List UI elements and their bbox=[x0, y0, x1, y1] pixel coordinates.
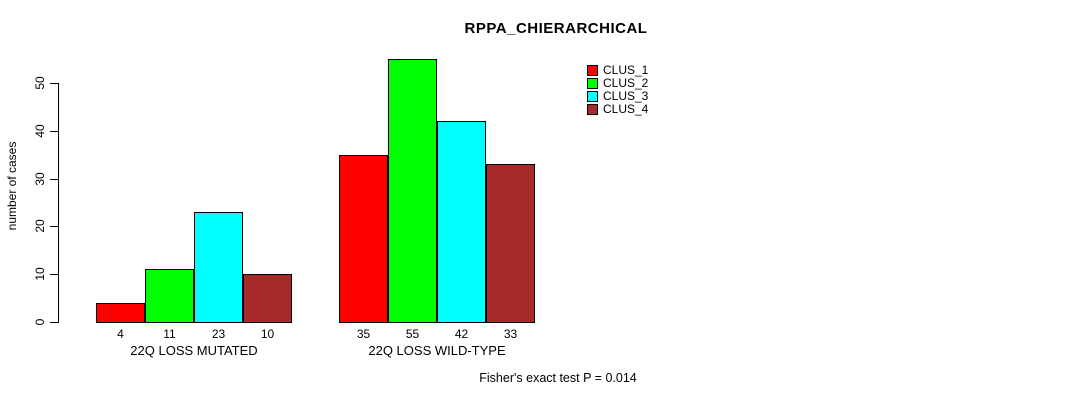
legend-label: CLUS_3 bbox=[603, 89, 649, 103]
legend-swatch-icon bbox=[587, 91, 598, 102]
y-axis-title: number of cases bbox=[5, 141, 19, 231]
y-tick-label: 10 bbox=[33, 267, 47, 281]
legend-label: CLUS_1 bbox=[603, 63, 649, 77]
legend-item-clus_1: CLUS_1 bbox=[587, 64, 648, 77]
y-tick-label: 30 bbox=[33, 172, 47, 186]
bar-value-label: 35 bbox=[356, 327, 371, 341]
y-tick-mark bbox=[50, 274, 58, 275]
bar-clus_2-group2 bbox=[388, 59, 437, 323]
legend-label: CLUS_4 bbox=[603, 102, 649, 116]
bar-value-label: 10 bbox=[260, 327, 275, 341]
group-label: 22Q LOSS WILD-TYPE bbox=[368, 343, 506, 358]
y-tick-mark bbox=[50, 179, 58, 180]
group-label: 22Q LOSS MUTATED bbox=[130, 343, 258, 358]
y-tick-label: 0 bbox=[33, 318, 47, 326]
legend-swatch-icon bbox=[587, 65, 598, 76]
bar-value-label: 4 bbox=[117, 327, 124, 341]
bar-value-label: 33 bbox=[503, 327, 518, 341]
legend-item-clus_3: CLUS_3 bbox=[587, 90, 648, 103]
bar-value-label: 42 bbox=[454, 327, 469, 341]
legend-label: CLUS_2 bbox=[603, 76, 649, 90]
bar-clus_2-group1 bbox=[145, 269, 194, 323]
legend-item-clus_4: CLUS_4 bbox=[587, 103, 648, 116]
y-tick-mark bbox=[50, 322, 58, 323]
legend-swatch-icon bbox=[587, 104, 598, 115]
annotation-text: Fisher's exact test P = 0.014 bbox=[479, 371, 637, 385]
legend: CLUS_1 CLUS_2 CLUS_3 CLUS_4 bbox=[587, 64, 648, 116]
bar-clus_3-group1 bbox=[194, 212, 243, 323]
y-axis-line bbox=[58, 83, 59, 323]
bar-clus_4-group1 bbox=[243, 274, 292, 323]
bar-clus_1-group1 bbox=[96, 303, 145, 323]
y-tick-label: 50 bbox=[33, 76, 47, 90]
legend-item-clus_2: CLUS_2 bbox=[587, 77, 648, 90]
legend-swatch-icon bbox=[587, 78, 598, 89]
y-tick-mark bbox=[50, 226, 58, 227]
y-tick-label: 20 bbox=[33, 219, 47, 233]
bar-value-label: 23 bbox=[211, 327, 226, 341]
chart-title: RPPA_CHIERARCHICAL bbox=[464, 20, 648, 37]
bar-value-label: 11 bbox=[163, 327, 176, 341]
bar-clus_4-group2 bbox=[486, 164, 535, 323]
bar-clus_3-group2 bbox=[437, 121, 486, 323]
y-tick-mark bbox=[50, 131, 58, 132]
bar-value-label: 55 bbox=[405, 327, 420, 341]
y-tick-mark bbox=[50, 83, 58, 84]
y-tick-label: 40 bbox=[33, 124, 47, 138]
bar-clus_1-group2 bbox=[339, 155, 388, 323]
